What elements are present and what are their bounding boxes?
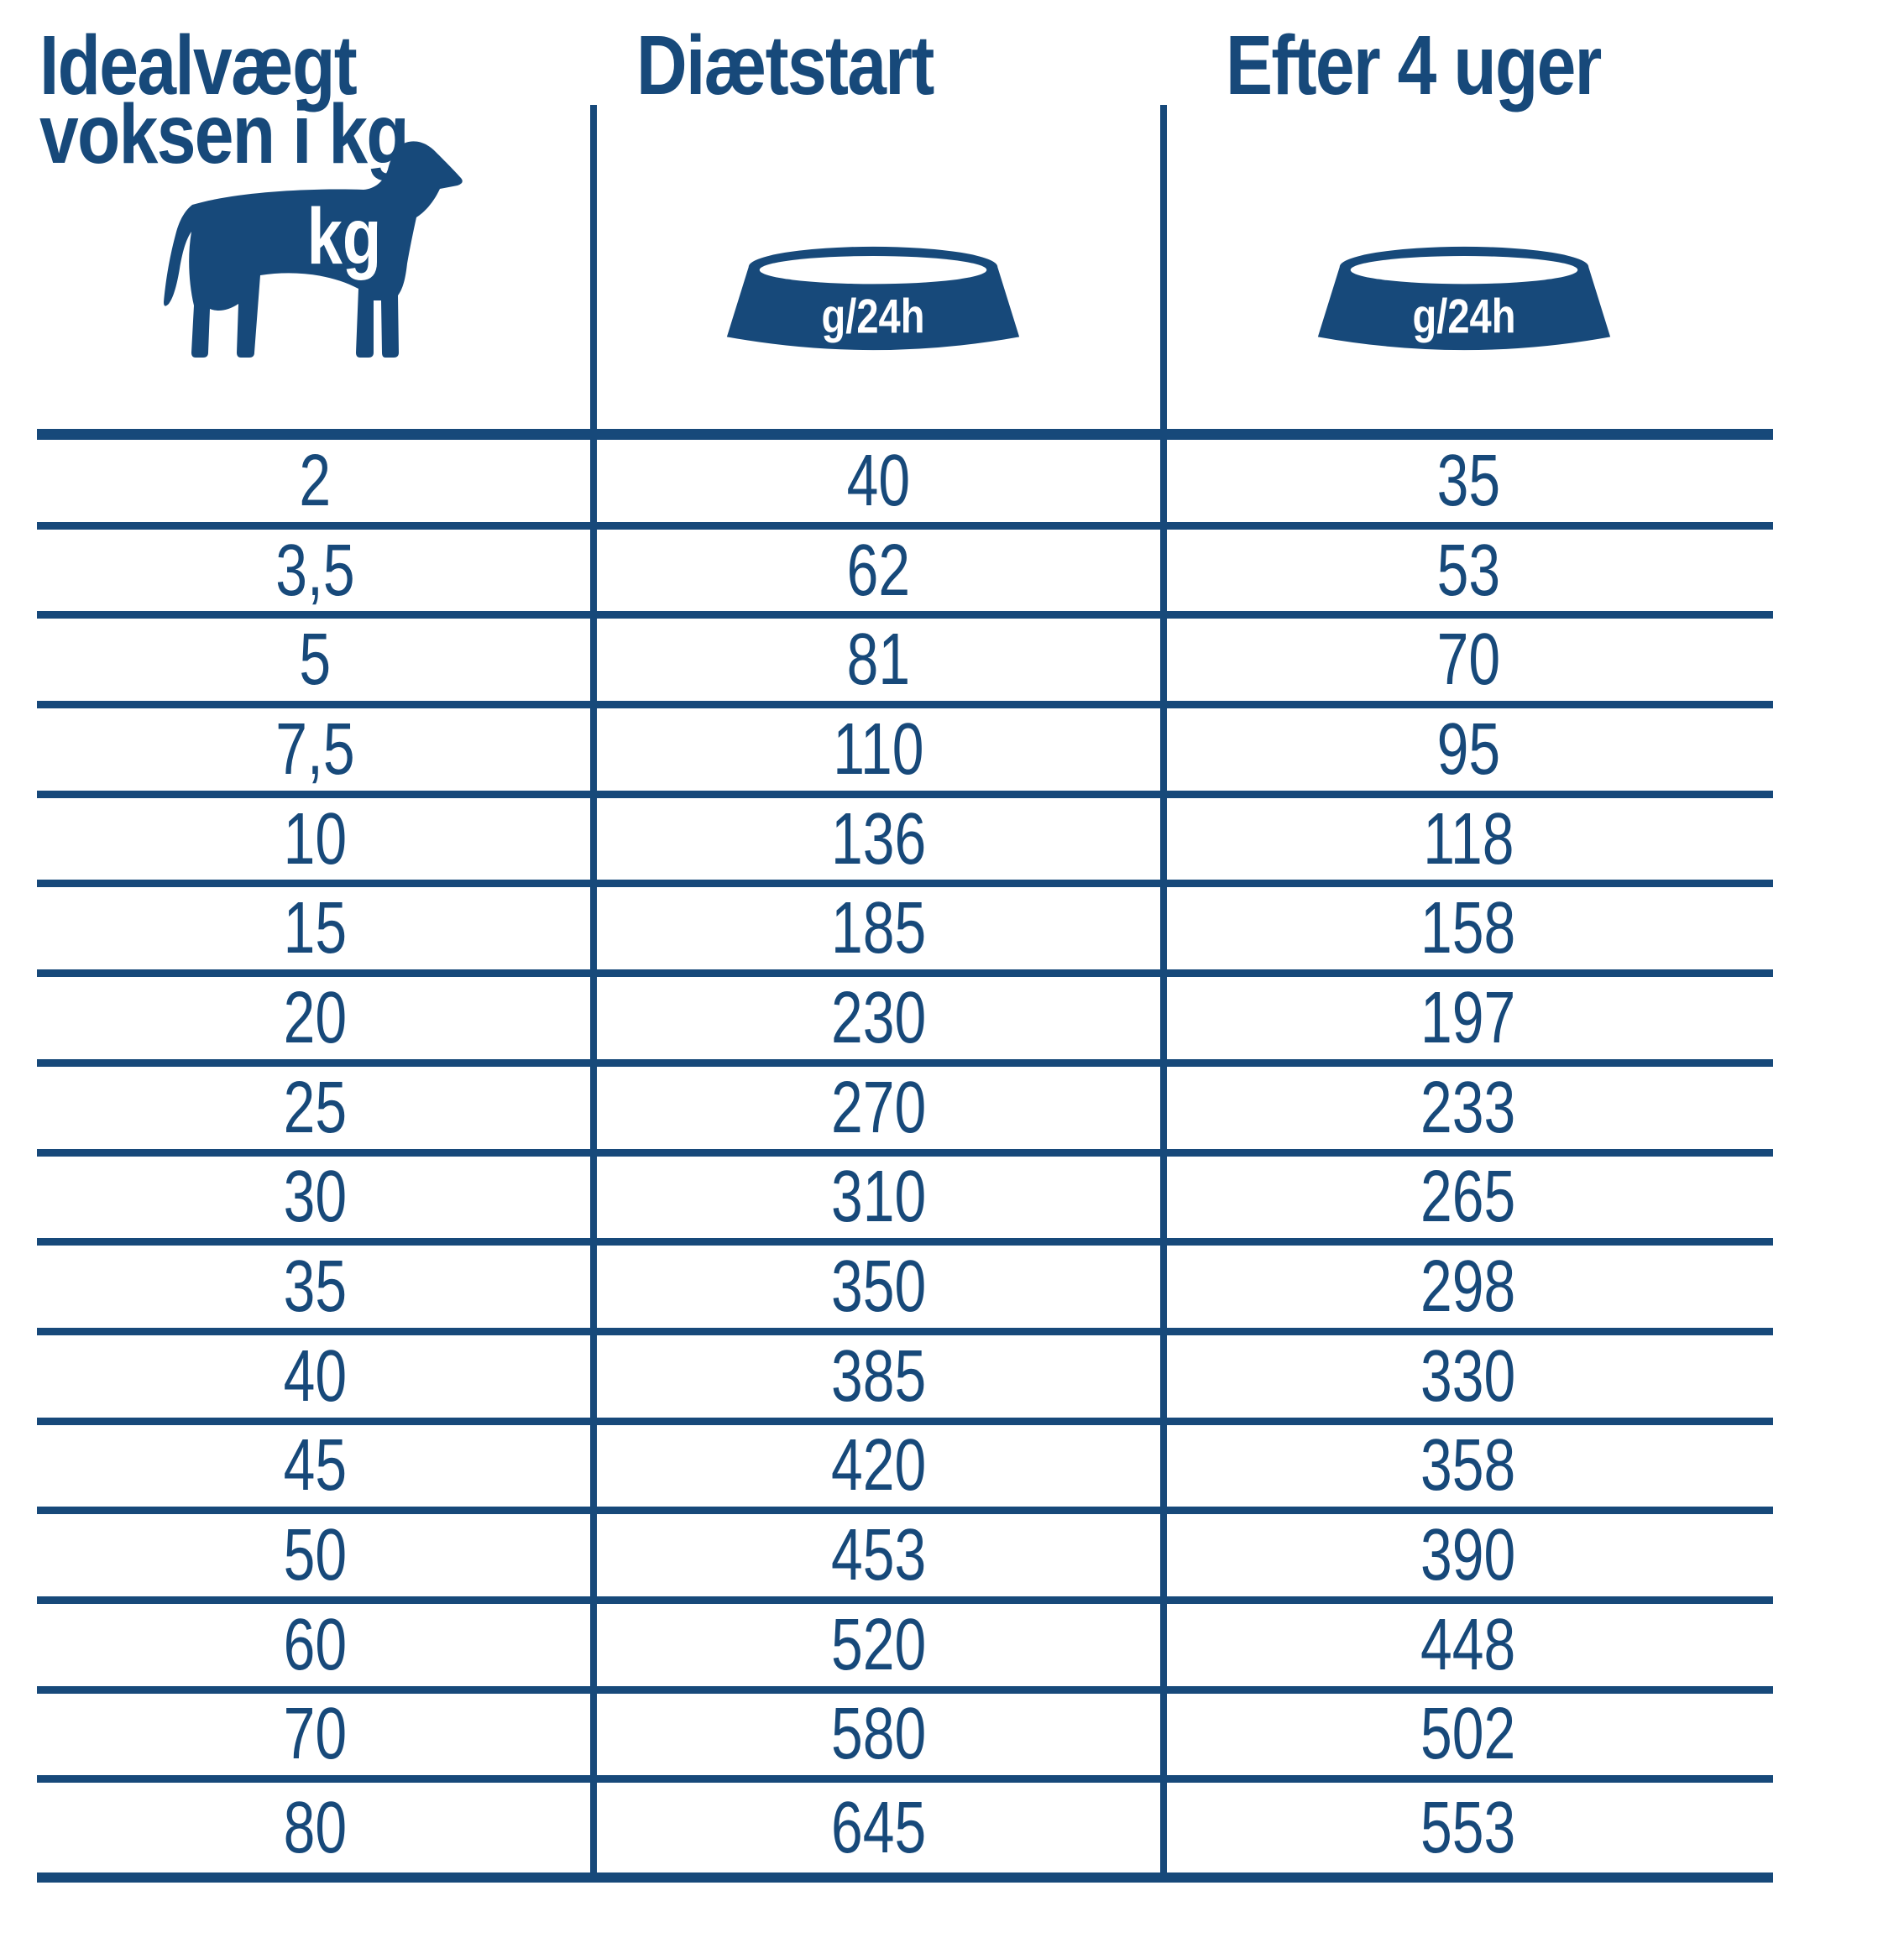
table-row: 10 136 118 — [37, 798, 1773, 888]
bowl-icon: g/24h — [1317, 246, 1611, 351]
weight-cell: 45 — [283, 1424, 348, 1507]
table-top-border — [37, 429, 1773, 440]
after-4-weeks-cell: 265 — [1420, 1156, 1516, 1238]
diet-start-cell: 385 — [830, 1335, 927, 1417]
diet-start-cell: 136 — [830, 797, 927, 880]
diet-start-cell: 520 — [830, 1603, 927, 1685]
after-4-weeks-cell: 553 — [1420, 1786, 1516, 1868]
weight-cell: 35 — [283, 1246, 348, 1328]
diet-start-cell: 310 — [830, 1156, 927, 1238]
diet-start-cell: 645 — [830, 1786, 927, 1868]
after-4-weeks-cell: 233 — [1420, 1066, 1516, 1148]
diet-start-cell: 110 — [833, 708, 924, 790]
after-4-weeks-cell: 53 — [1436, 529, 1500, 611]
table-row: 35 350 298 — [37, 1246, 1773, 1335]
diet-start-cell: 420 — [830, 1424, 927, 1507]
table-row: 15 185 158 — [37, 887, 1773, 978]
weight-cell: 70 — [283, 1693, 348, 1775]
table-row: 60 520 448 — [37, 1604, 1773, 1694]
weight-cell: 10 — [283, 797, 348, 880]
after-4-weeks-cell: 330 — [1420, 1335, 1516, 1417]
after-4-weeks-cell: 298 — [1420, 1246, 1516, 1328]
table-row: 25 270 233 — [37, 1067, 1773, 1157]
weight-cell: 5 — [299, 619, 332, 701]
weight-cell: 60 — [283, 1603, 348, 1685]
diet-start-cell: 185 — [830, 887, 927, 969]
column-title-diet-start: Diætstart — [636, 18, 934, 112]
weight-cell: 80 — [283, 1786, 348, 1868]
title-line-2: voksen i kg — [39, 87, 410, 181]
kg-icon-label: kg — [306, 192, 382, 281]
weight-cell: 40 — [283, 1335, 348, 1417]
table-row: 40 385 330 — [37, 1335, 1773, 1425]
column-divider — [590, 105, 597, 1883]
table-row: 3,5 62 53 — [37, 530, 1773, 619]
table-row: 7,5 110 95 — [37, 708, 1773, 798]
table-body: 2 40 35 3,5 62 53 5 81 70 7,5 110 95 10 136 118 15 185 15… — [37, 440, 1773, 1872]
diet-start-cell: 40 — [846, 439, 911, 521]
diet-start-cell: 62 — [846, 529, 911, 611]
column-divider — [1160, 105, 1167, 1883]
after-4-weeks-cell: 95 — [1436, 708, 1500, 790]
table-row: 30 310 265 — [37, 1156, 1773, 1246]
weight-cell: 25 — [283, 1066, 348, 1148]
weight-cell: 30 — [283, 1156, 348, 1238]
diet-start-cell: 453 — [830, 1514, 927, 1596]
table-bottom-border — [37, 1872, 1773, 1883]
diet-start-cell: 350 — [830, 1246, 927, 1328]
after-4-weeks-cell: 70 — [1436, 619, 1500, 701]
diet-start-cell: 580 — [830, 1693, 927, 1775]
bowl-icon-label: g/24h — [1413, 290, 1516, 344]
weight-cell: 7,5 — [275, 708, 355, 790]
title-line-1: Idealvægt — [39, 18, 358, 112]
after-4-weeks-cell: 502 — [1420, 1693, 1516, 1775]
after-4-weeks-cell: 390 — [1420, 1514, 1516, 1596]
table-row: 45 420 358 — [37, 1424, 1773, 1515]
column-title-after-4-weeks: Efter 4 uger — [1226, 18, 1602, 112]
weight-cell: 15 — [283, 887, 348, 969]
table-row: 70 580 502 — [37, 1693, 1773, 1784]
diet-start-cell: 81 — [846, 619, 911, 701]
dog-icon — [164, 141, 463, 358]
after-4-weeks-cell: 197 — [1420, 976, 1516, 1058]
after-4-weeks-cell: 118 — [1422, 797, 1514, 880]
diet-start-cell: 270 — [830, 1066, 927, 1148]
table-row: 20 230 197 — [37, 977, 1773, 1067]
table-row: 5 81 70 — [37, 619, 1773, 709]
weight-cell: 20 — [283, 976, 348, 1058]
table-row: 2 40 35 — [37, 440, 1773, 530]
after-4-weeks-cell: 448 — [1420, 1603, 1516, 1685]
table-row: 50 453 390 — [37, 1514, 1773, 1604]
weight-cell: 3,5 — [275, 529, 355, 611]
table-row: 80 645 553 — [37, 1783, 1773, 1872]
after-4-weeks-cell: 35 — [1436, 439, 1500, 521]
after-4-weeks-cell: 358 — [1420, 1424, 1516, 1507]
diet-start-cell: 230 — [830, 976, 927, 1058]
after-4-weeks-cell: 158 — [1420, 887, 1516, 969]
weight-cell: 2 — [299, 439, 332, 521]
bowl-icon-label: g/24h — [822, 290, 925, 344]
weight-cell: 50 — [283, 1514, 348, 1596]
column-title-ideal-weight: Idealvægt voksen i kg — [39, 18, 410, 181]
bowl-icon: g/24h — [726, 246, 1020, 351]
